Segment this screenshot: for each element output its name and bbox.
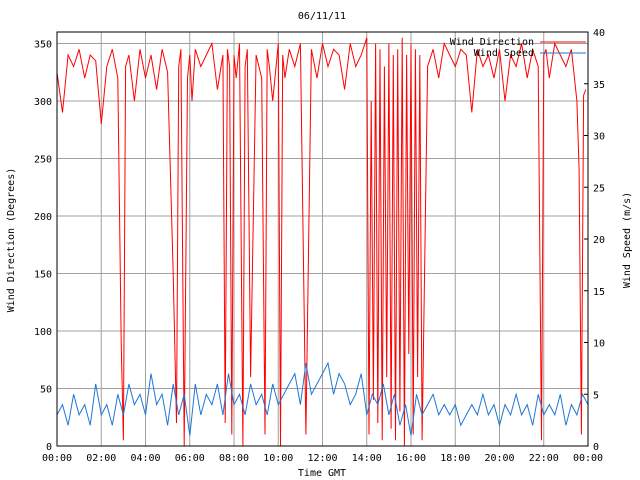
left-tick-label: 0 xyxy=(46,442,52,453)
series-line-wind-speed xyxy=(56,361,589,436)
x-axis-ticks: 00:00 02:00 04:00 06:00 08:00 10:00 12:00 14:00… xyxy=(42,453,603,464)
left-tick-label: 300 xyxy=(34,97,52,108)
x-tick-label: 22:00 xyxy=(529,453,559,464)
left-tick-label: 350 xyxy=(34,40,52,51)
series-line-wind-direction xyxy=(56,37,587,447)
x-tick-label: 18:00 xyxy=(440,453,470,464)
right-tick-label: 5 xyxy=(593,390,599,401)
chart-title: 06/11/11 xyxy=(298,11,346,22)
x-tick-label: 08:00 xyxy=(219,453,249,464)
x-tick-label: 10:00 xyxy=(263,453,293,464)
left-tick-label: 200 xyxy=(34,212,52,223)
plot-frame xyxy=(56,31,589,447)
right-tick-label: 15 xyxy=(593,287,605,298)
right-tick-label: 30 xyxy=(593,132,605,143)
right-axis-label: Wind Speed (m/s) xyxy=(622,192,633,288)
x-tick-label: 12:00 xyxy=(307,453,337,464)
right-axis-ticks: 0 5 10 15 20 25 30 35 40 xyxy=(584,28,605,453)
left-tick-label: 150 xyxy=(34,270,52,281)
left-axis-ticks: 0 50 100 150 200 250 300 350 xyxy=(34,40,52,454)
x-tick-label: 02:00 xyxy=(86,453,116,464)
right-tick-label: 35 xyxy=(593,80,605,91)
legend-label-direction: Wind Direction xyxy=(450,37,534,48)
left-tick-label: 250 xyxy=(34,155,52,166)
right-tick-label: 10 xyxy=(593,339,605,350)
right-tick-label: 25 xyxy=(593,183,605,194)
legend-label-speed: Wind Speed xyxy=(474,48,534,59)
x-tick-label: 14:00 xyxy=(352,453,382,464)
right-tick-label: 20 xyxy=(593,235,605,246)
left-tick-label: 50 xyxy=(40,385,52,396)
legend: Wind Direction Wind Speed xyxy=(450,37,586,59)
series-group xyxy=(56,37,589,447)
x-tick-label: 00:00 xyxy=(42,453,72,464)
left-tick-label: 100 xyxy=(34,327,52,338)
right-tick-label: 0 xyxy=(593,442,599,453)
x-tick-label: 00:00 xyxy=(573,453,603,464)
x-tick-label: 20:00 xyxy=(484,453,514,464)
x-tick-label: 06:00 xyxy=(175,453,205,464)
x-tick-label: 16:00 xyxy=(396,453,426,464)
right-tick-label: 40 xyxy=(593,28,605,39)
x-axis-label: Time GMT xyxy=(298,468,346,479)
left-axis-label: Wind Direction (Degrees) xyxy=(6,168,17,313)
x-tick-label: 04:00 xyxy=(130,453,160,464)
